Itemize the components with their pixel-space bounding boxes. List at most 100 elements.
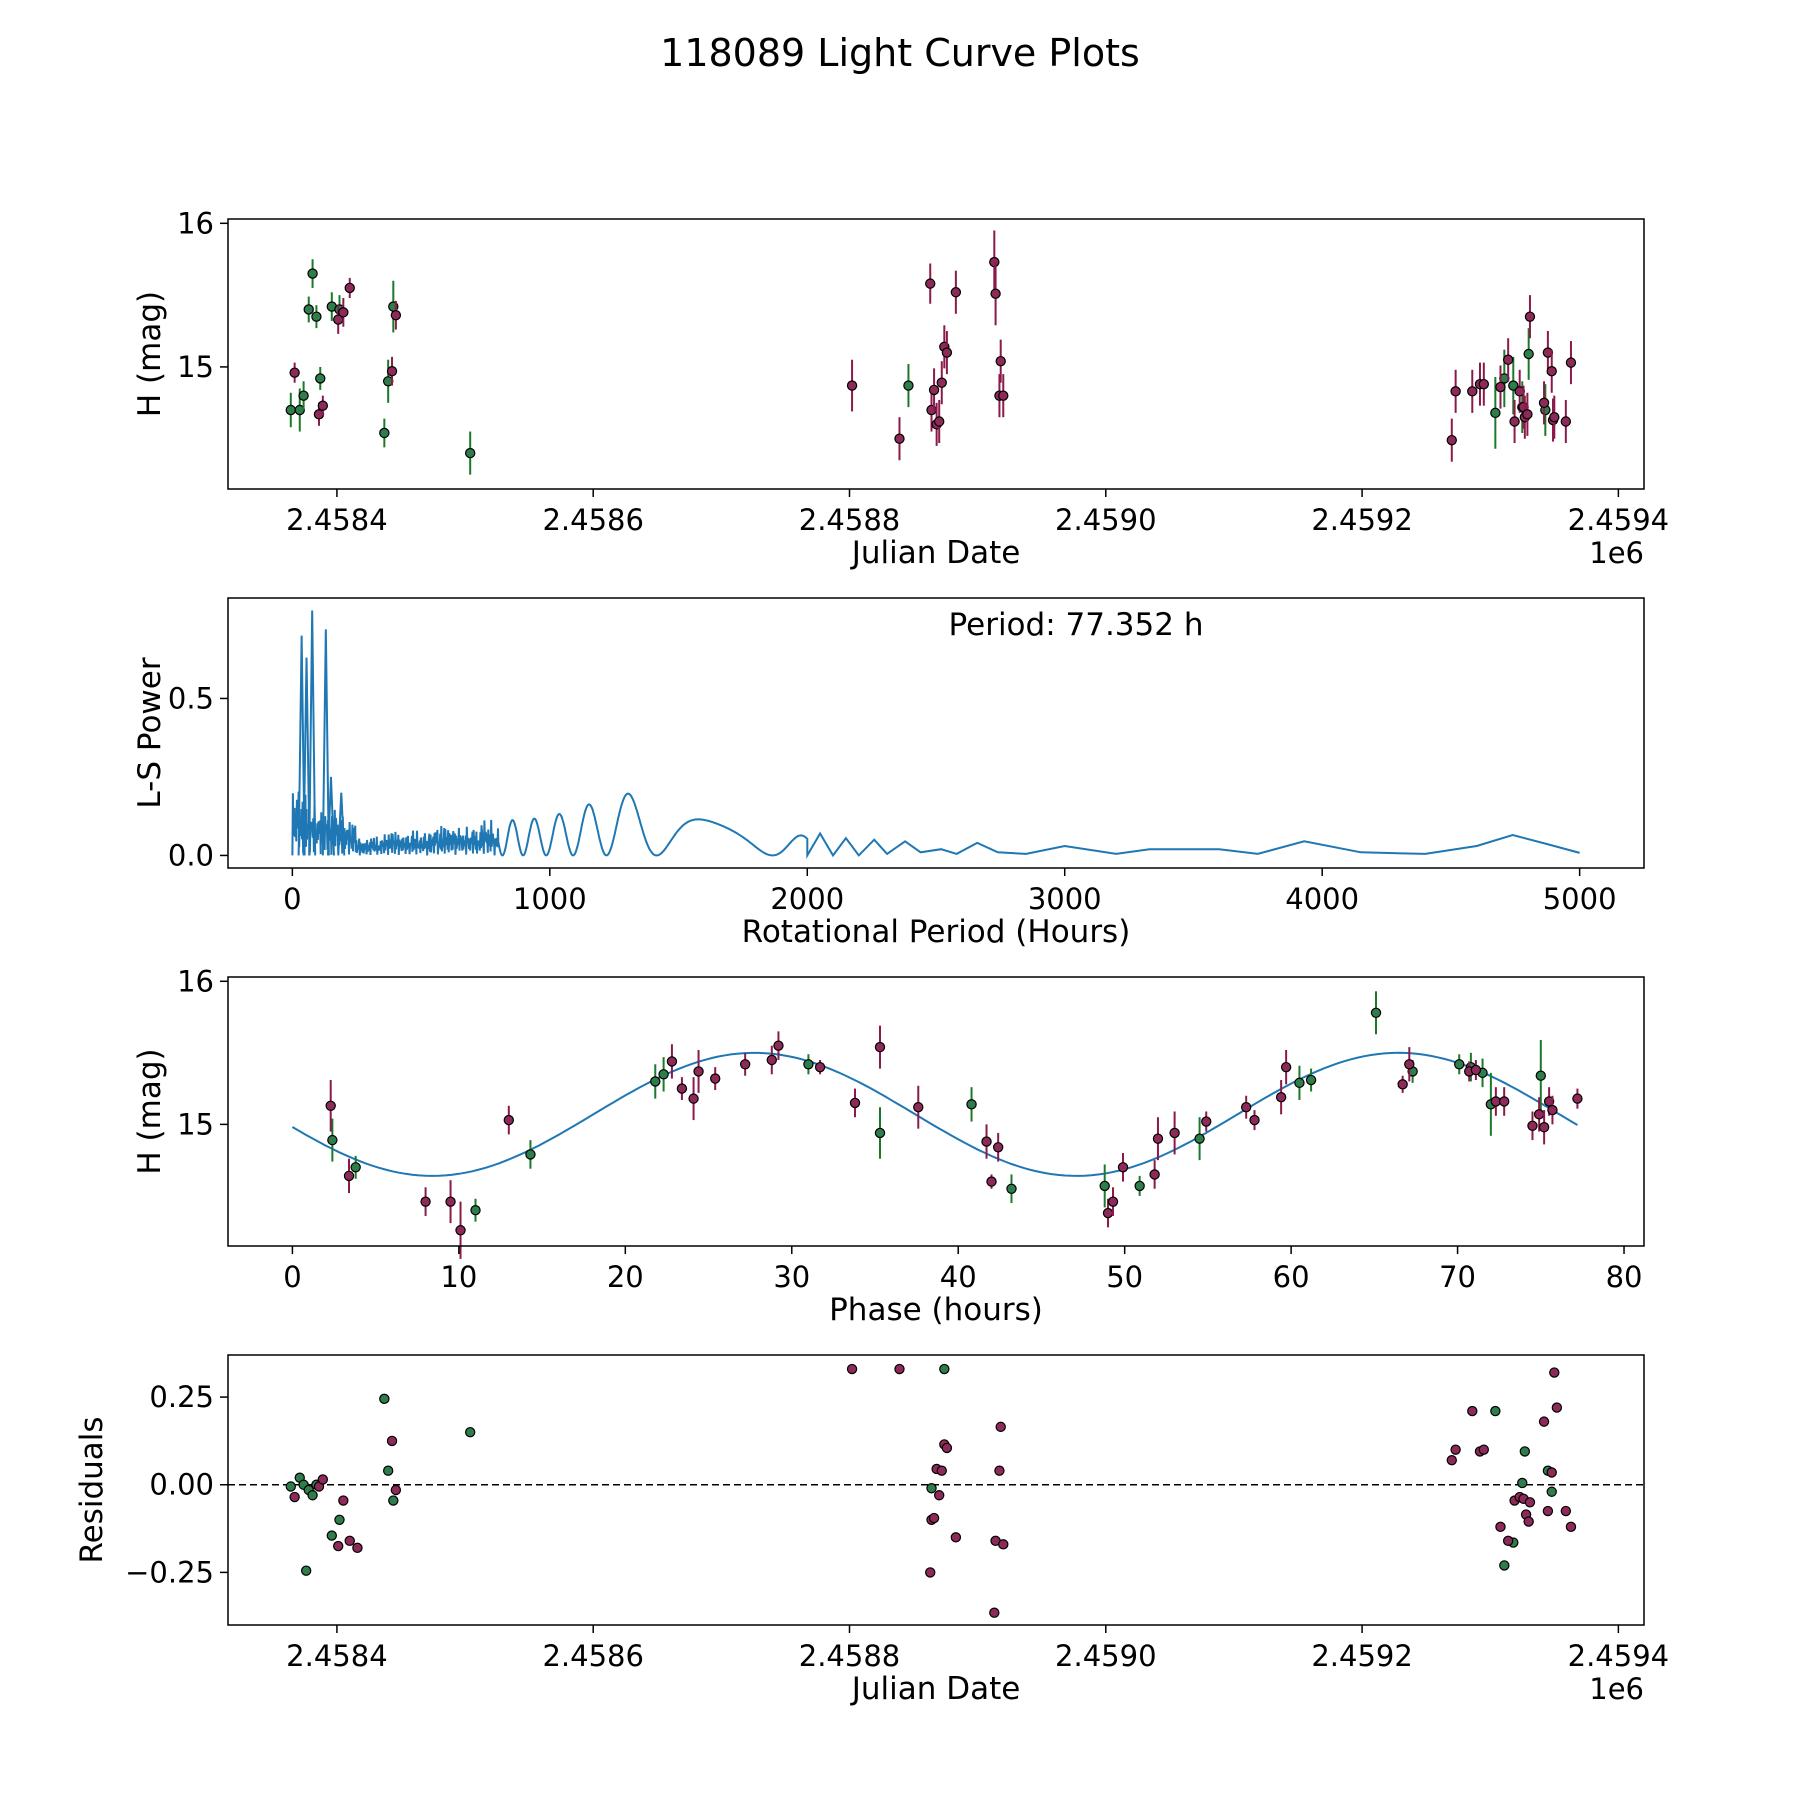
x-tick-label: 2.4588 xyxy=(799,503,900,537)
data-point xyxy=(994,1465,1005,1476)
data-point xyxy=(1519,1446,1531,1457)
data-point xyxy=(420,1196,431,1207)
y-tick-label: 15 xyxy=(177,350,214,384)
x-tick-label: 4000 xyxy=(1285,882,1359,916)
y-tick-label: 16 xyxy=(177,964,214,998)
data-point xyxy=(928,384,940,396)
data-point xyxy=(289,367,300,378)
data-point xyxy=(338,1495,349,1506)
data-point xyxy=(333,1540,344,1552)
x-tick-label: 2.4594 xyxy=(1568,1639,1669,1673)
data-point xyxy=(676,1083,688,1094)
data-point xyxy=(1498,1096,1510,1107)
x-tick-label: 2.4590 xyxy=(1055,503,1156,537)
green-series xyxy=(285,259,1551,475)
data-point xyxy=(307,268,318,279)
data-point xyxy=(344,1535,355,1547)
y-axis-label: L-S Power xyxy=(132,657,168,808)
data-point xyxy=(1169,1127,1180,1139)
x-tick-label: 30 xyxy=(773,1260,810,1294)
data-point xyxy=(688,1093,699,1104)
x-tick-label: 60 xyxy=(1273,1260,1310,1294)
data-point xyxy=(1538,1416,1550,1427)
data-point xyxy=(1249,1114,1260,1126)
data-point xyxy=(998,1539,1009,1550)
figure-title: 118089 Light Curve Plots xyxy=(660,31,1140,75)
data-point xyxy=(300,1565,312,1576)
x-tick-label: 2.4592 xyxy=(1311,1639,1412,1673)
data-point xyxy=(344,282,355,294)
y-axis-label: H (mag) xyxy=(132,291,168,417)
data-point xyxy=(1490,407,1501,419)
data-point xyxy=(1549,1367,1560,1378)
data-point xyxy=(1502,354,1514,365)
x-tick-label: 0 xyxy=(283,1260,301,1294)
data-point xyxy=(1508,380,1519,391)
data-point xyxy=(1478,1444,1490,1455)
periodogram-series xyxy=(291,610,1580,860)
data-point xyxy=(470,1205,481,1216)
data-point xyxy=(1149,1169,1160,1180)
data-point xyxy=(894,433,905,444)
data-point xyxy=(846,380,858,391)
data-point xyxy=(1524,1497,1536,1508)
data-point xyxy=(1502,1535,1514,1547)
data-point xyxy=(1370,1007,1382,1018)
data-point xyxy=(1467,1405,1478,1417)
data-point xyxy=(350,1162,361,1173)
data-point xyxy=(1549,411,1560,423)
data-point xyxy=(990,288,1001,299)
data-point xyxy=(1240,1102,1252,1113)
periodogram-peak xyxy=(302,657,311,856)
data-point xyxy=(903,380,914,391)
x-axis-label: Julian Date xyxy=(850,1671,1021,1707)
data-point xyxy=(894,1363,905,1375)
data-point xyxy=(1446,434,1457,446)
y-tick-label: 0.25 xyxy=(149,1380,214,1414)
data-point xyxy=(950,1532,962,1543)
x-tick-label: 1000 xyxy=(513,882,587,916)
data-point xyxy=(525,1149,536,1160)
magenta-series xyxy=(289,1363,1577,1618)
data-point xyxy=(1099,1180,1110,1192)
data-point xyxy=(1446,1454,1457,1466)
y-tick-label: 0.5 xyxy=(168,681,214,715)
data-point xyxy=(307,1490,318,1501)
data-point xyxy=(285,1481,296,1492)
data-point xyxy=(334,1514,345,1526)
y-axis-label: H (mag) xyxy=(132,1048,168,1174)
data-point xyxy=(766,1054,777,1066)
data-point xyxy=(925,278,936,289)
x-axis-label: Julian Date xyxy=(850,535,1021,571)
plot-frame xyxy=(227,1354,1645,1626)
data-point xyxy=(379,427,390,439)
data-point xyxy=(966,1099,977,1110)
data-point xyxy=(285,404,296,416)
data-point xyxy=(849,1097,861,1109)
data-point xyxy=(1495,381,1506,393)
data-point xyxy=(1524,311,1536,322)
data-point xyxy=(1509,416,1520,427)
data-point xyxy=(327,1134,338,1146)
data-point xyxy=(773,1040,784,1051)
data-point xyxy=(666,1056,678,1067)
x-offset-label: 1e6 xyxy=(1589,536,1644,570)
plot-frame xyxy=(227,597,1645,869)
x-tick-label: 2.4586 xyxy=(542,503,643,537)
light-curve-panel: 2.4584 2.4586 2.4588 2.4590 2.4592 2.4594 16 15… xyxy=(132,206,1669,571)
data-point xyxy=(382,1465,394,1476)
data-point xyxy=(1470,1064,1482,1076)
data-point xyxy=(803,1059,814,1070)
data-point xyxy=(386,366,398,377)
periodogram-panel: 0 1000 2000 3000 4000 5000 0.0 0.5 Rotational Pe… xyxy=(132,597,1645,950)
y-tick-label: 16 xyxy=(177,206,214,240)
data-point xyxy=(934,1490,945,1501)
data-point xyxy=(1134,1180,1145,1192)
data-point xyxy=(326,1530,337,1541)
residuals-panel: 2.4584 2.4586 2.4588 2.4590 2.4592 2.4594 −0.2… xyxy=(74,1354,1669,1707)
data-point xyxy=(388,1495,399,1506)
x-tick-label: 80 xyxy=(1606,1260,1643,1294)
data-point xyxy=(989,1607,1000,1618)
data-point xyxy=(1560,416,1572,427)
data-point xyxy=(390,1484,402,1496)
